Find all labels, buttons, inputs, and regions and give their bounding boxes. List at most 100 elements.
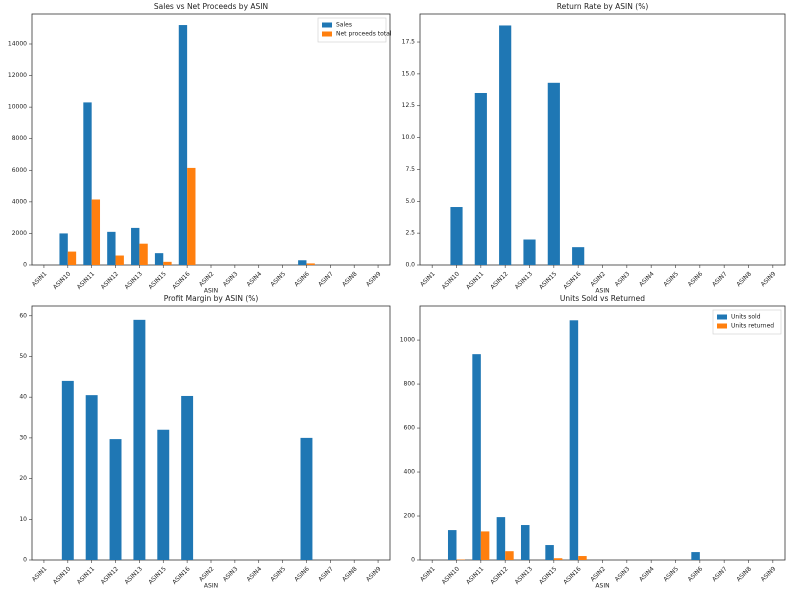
- bar: [91, 199, 101, 265]
- x-tick-label: ASIN5: [662, 270, 680, 288]
- bar: [163, 261, 172, 265]
- bar: [107, 231, 116, 265]
- bar: [306, 263, 315, 265]
- bar: [480, 531, 490, 560]
- bar: [67, 251, 77, 265]
- bar: [474, 92, 487, 265]
- y-tick-label: 12000: [8, 72, 27, 79]
- y-tick-label: 20: [19, 475, 27, 482]
- y-tick-label: 12.5: [402, 102, 416, 109]
- y-tick-label: 50: [19, 353, 27, 360]
- x-tick-label: ASIN4: [246, 565, 264, 583]
- bar: [578, 556, 587, 560]
- x-tick-label: ASIN3: [614, 270, 632, 288]
- bar: [133, 319, 146, 560]
- x-tick-label: ASIN16: [171, 270, 191, 290]
- bar: [109, 439, 122, 560]
- x-tick-label: ASIN5: [662, 565, 680, 583]
- y-tick-label: 0: [23, 262, 27, 269]
- x-tick-label: ASIN11: [465, 565, 485, 585]
- bar: [569, 320, 579, 560]
- y-tick-label: 600: [404, 425, 416, 432]
- y-tick-label: 6000: [12, 167, 27, 174]
- x-axis-label: ASIN: [595, 288, 609, 295]
- x-tick-label: ASIN12: [100, 565, 120, 585]
- x-tick-label: ASIN6: [293, 270, 311, 288]
- y-tick-label: 2000: [12, 230, 27, 237]
- y-tick-label: 8000: [12, 135, 27, 142]
- bar: [61, 380, 74, 560]
- x-tick-label: ASIN1: [419, 565, 437, 583]
- legend-swatch: [322, 22, 332, 28]
- bar: [83, 102, 92, 265]
- bar: [59, 233, 68, 265]
- y-tick-label: 800: [404, 381, 416, 388]
- x-tick-label: ASIN7: [711, 565, 729, 583]
- x-tick-label: ASIN16: [562, 270, 582, 290]
- y-tick-label: 5.0: [405, 198, 415, 205]
- x-tick-label: ASIN15: [147, 270, 167, 290]
- y-tick-label: 30: [19, 434, 27, 441]
- bar: [496, 517, 506, 560]
- x-tick-label: ASIN8: [341, 270, 359, 288]
- bar: [547, 82, 560, 265]
- y-tick-label: 4000: [12, 198, 27, 205]
- x-tick-label: ASIN7: [317, 565, 335, 583]
- x-tick-label: ASIN1: [419, 270, 437, 288]
- x-tick-label: ASIN1: [31, 565, 49, 583]
- x-tick-label: ASIN11: [465, 270, 485, 290]
- x-tick-label: ASIN2: [589, 565, 607, 583]
- x-tick-label: ASIN8: [735, 565, 753, 583]
- legend-swatch: [717, 314, 727, 320]
- chart-title: Profit Margin by ASIN (%): [164, 294, 259, 303]
- bar: [85, 395, 98, 560]
- legend-frame: [317, 17, 387, 43]
- x-tick-label: ASIN11: [76, 565, 96, 585]
- x-axis-label: ASIN: [204, 288, 218, 295]
- x-tick-label: ASIN4: [638, 270, 656, 288]
- legend-label: Sales: [336, 22, 352, 29]
- bar: [691, 552, 700, 560]
- x-tick-label: ASIN8: [341, 565, 359, 583]
- x-tick-label: ASIN10: [441, 565, 461, 585]
- x-tick-label: ASIN10: [441, 270, 461, 290]
- y-tick-label: 40: [19, 394, 27, 401]
- x-tick-label: ASIN16: [562, 565, 582, 585]
- x-tick-label: ASIN6: [293, 565, 311, 583]
- subplot: Profit Margin by ASIN (%) ASIN 0 10 20 30 40 50…: [19, 294, 391, 590]
- legend-swatch: [322, 31, 332, 37]
- bar: [499, 25, 512, 265]
- bar: [520, 525, 530, 560]
- y-tick-label: 1000: [400, 337, 415, 344]
- subplot: Units Sold vs Returned ASIN 0 200 400 600 800 1…: [400, 294, 786, 590]
- y-tick-label: 200: [404, 513, 416, 520]
- x-tick-label: ASIN9: [365, 565, 383, 583]
- x-tick-label: ASIN2: [198, 565, 216, 583]
- x-tick-label: ASIN3: [222, 565, 240, 583]
- bar: [553, 558, 563, 560]
- legend-label: Units sold: [731, 314, 761, 321]
- y-tick-label: 400: [404, 469, 416, 476]
- x-tick-label: ASIN11: [76, 270, 96, 290]
- chart-title: Sales vs Net Proceeds by ASIN: [154, 2, 268, 11]
- x-tick-label: ASIN9: [760, 270, 778, 288]
- y-tick-label: 7.5: [405, 166, 415, 173]
- bar: [178, 25, 188, 266]
- x-tick-label: ASIN15: [147, 565, 167, 585]
- x-tick-label: ASIN9: [760, 565, 778, 583]
- bar: [154, 253, 164, 265]
- legend-label: Units returned: [731, 323, 774, 330]
- bar: [298, 260, 307, 265]
- chart-title: Units Sold vs Returned: [560, 294, 645, 303]
- bar: [300, 437, 313, 560]
- x-tick-label: ASIN3: [614, 565, 632, 583]
- x-tick-label: ASIN8: [735, 270, 753, 288]
- x-axis-label: ASIN: [595, 583, 609, 590]
- legend-label: Net proceeds total: [336, 31, 392, 38]
- bar: [472, 354, 481, 560]
- bar: [157, 429, 170, 560]
- y-tick-label: 17.5: [402, 39, 416, 46]
- x-tick-label: ASIN13: [514, 565, 534, 585]
- legend-frame: [712, 309, 782, 335]
